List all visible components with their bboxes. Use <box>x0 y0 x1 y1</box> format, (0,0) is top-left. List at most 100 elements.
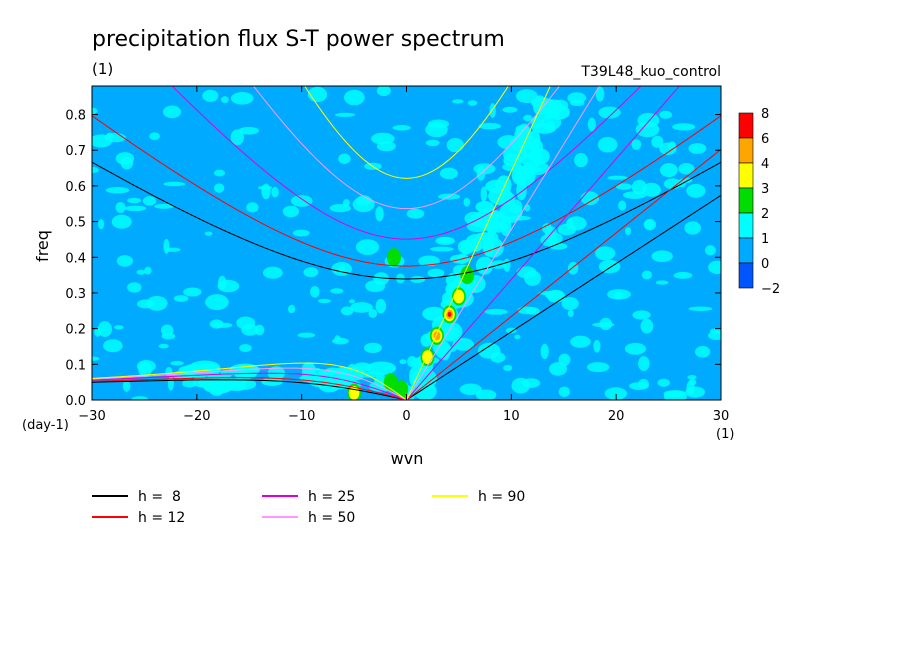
spectrum-noise-patch <box>540 233 558 247</box>
spectrum-noise-patch <box>334 335 341 342</box>
spectrum-noise-patch <box>124 205 147 212</box>
spectrum-noise-patch <box>684 221 702 235</box>
spectrum-ridge-patch <box>521 152 543 169</box>
spectrum-noise-patch <box>640 318 654 334</box>
spectrum-ridge-patch <box>503 147 528 162</box>
spectrum-noise-patch <box>587 117 596 132</box>
spectrum-noise-patch <box>127 197 141 204</box>
spectrum-noise-patch <box>478 122 502 130</box>
legend-label: h = 90 <box>478 489 525 505</box>
spectrum-noise-patch <box>343 89 365 106</box>
y-tick-label: 0.1 <box>65 358 86 373</box>
colorbar-label: 1 <box>761 232 769 247</box>
spectrum-ridge-patch <box>460 240 472 255</box>
spectrum-noise-patch <box>467 100 478 106</box>
colorbar-segment <box>738 137 754 164</box>
spectrum-noise-patch <box>540 343 549 360</box>
colorbar-label: 0 <box>761 257 769 272</box>
chart-title: precipitation flux S-T power spectrum <box>92 27 505 52</box>
spectrum-noise-patch <box>376 86 391 97</box>
spectrum-noise-patch <box>163 181 186 187</box>
x-tick-label: −10 <box>288 409 315 424</box>
spectrum-noise-patch <box>116 255 134 267</box>
y-tick-label: 0.5 <box>65 216 86 231</box>
spectrum-lowfreq-patch <box>366 361 397 375</box>
spectrum-noise-patch <box>638 378 649 389</box>
spectrum-noise-patch <box>659 163 678 178</box>
spectrum-noise-patch <box>214 183 225 193</box>
colorbar-label: 4 <box>761 157 769 172</box>
spectrum-noise-patch <box>303 267 319 278</box>
spectrum-noise-patch <box>452 99 464 104</box>
y-tick-label: 0.7 <box>65 144 86 159</box>
spectrum-noise-patch <box>708 260 721 274</box>
y-tick-label: 0.4 <box>65 251 86 266</box>
spectral-peak <box>447 311 452 317</box>
spectrum-noise-patch <box>523 114 533 122</box>
spectrum-noise-patch <box>586 362 610 373</box>
spectrum-ridge-patch <box>500 191 516 206</box>
spectrum-noise-patch <box>459 383 482 396</box>
spectrum-noise-patch <box>120 156 134 170</box>
spectrum-noise-patch <box>282 205 300 218</box>
y-tick-label: 0.0 <box>65 394 86 409</box>
colorbar-segment <box>738 162 754 189</box>
spectrum-noise-patch <box>651 135 664 148</box>
inertia-gravity-curve <box>92 115 721 267</box>
spectrum-noise-patch <box>392 125 411 131</box>
colorbar-segment <box>738 112 754 139</box>
spectrum-noise-patch <box>239 344 252 352</box>
spectrum-noise-patch <box>221 96 229 104</box>
spectrum-noise-patch <box>363 342 382 353</box>
spectrum-noise-patch <box>435 236 456 246</box>
spectrum-noise-patch <box>632 310 651 320</box>
spectrum-noise-patch <box>246 202 259 213</box>
spectrum-noise-patch <box>604 387 628 400</box>
spectrum-noise-patch <box>292 229 310 237</box>
spectral-peak <box>386 248 401 267</box>
spectrum-ridge-patch <box>483 237 504 258</box>
spectrum-noise-patch <box>334 112 356 117</box>
spectrum-noise-patch <box>570 335 591 348</box>
spectrum-noise-patch <box>635 121 660 138</box>
spectrum-noise-patch <box>592 322 615 328</box>
spectrum-noise-patch <box>183 287 202 297</box>
spectrum-noise-patch <box>170 360 184 366</box>
spectrum-noise-patch <box>271 186 279 198</box>
spectrum-noise-patch <box>160 324 174 337</box>
rossby-wave-curve <box>92 367 407 400</box>
spectrum-noise-patch <box>136 269 146 275</box>
spectrum-noise-patch <box>92 166 99 174</box>
spectrum-noise-patch <box>230 129 245 146</box>
spectrum-noise-patch <box>310 285 320 298</box>
spectrum-noise-patch <box>641 270 653 280</box>
spectrum-noise-patch <box>686 380 695 396</box>
spectrum-noise-patch <box>352 196 375 213</box>
spectrum-noise-patch <box>525 307 540 315</box>
spectrum-noise-patch <box>418 255 440 267</box>
y-tick-label: 0.2 <box>65 323 86 338</box>
spectrum-noise-patch <box>399 359 407 365</box>
spectrum-noise-patch <box>597 136 618 153</box>
spectrum-noise-patch <box>92 107 98 115</box>
kelvin-wave-curve <box>406 86 551 400</box>
spectrum-noise-patch <box>230 92 254 105</box>
spectrum-noise-patch <box>615 183 633 190</box>
spectrum-noise-patch <box>644 219 654 229</box>
spectrum-noise-patch <box>262 266 283 279</box>
kelvin-wave-curve <box>406 148 721 400</box>
rossby-wave-curve <box>92 372 407 400</box>
spectrum-noise-patch <box>163 238 170 254</box>
spectrum-noise-patch <box>657 378 671 387</box>
x-tick-label: −20 <box>183 409 210 424</box>
spectrum-noise-patch <box>655 280 669 285</box>
spectrum-noise-patch <box>659 142 677 156</box>
spectrum-noise-patch <box>349 299 356 304</box>
y-tick-label: 0.6 <box>65 180 86 195</box>
spectrum-noise-patch <box>663 390 686 398</box>
spectrum-noise-patch <box>688 143 707 154</box>
spectrum-noise-patch <box>144 266 152 275</box>
inertia-gravity-curve <box>252 86 561 210</box>
colorbar-label: 6 <box>761 132 769 147</box>
spectrum-noise-patch <box>546 289 566 303</box>
